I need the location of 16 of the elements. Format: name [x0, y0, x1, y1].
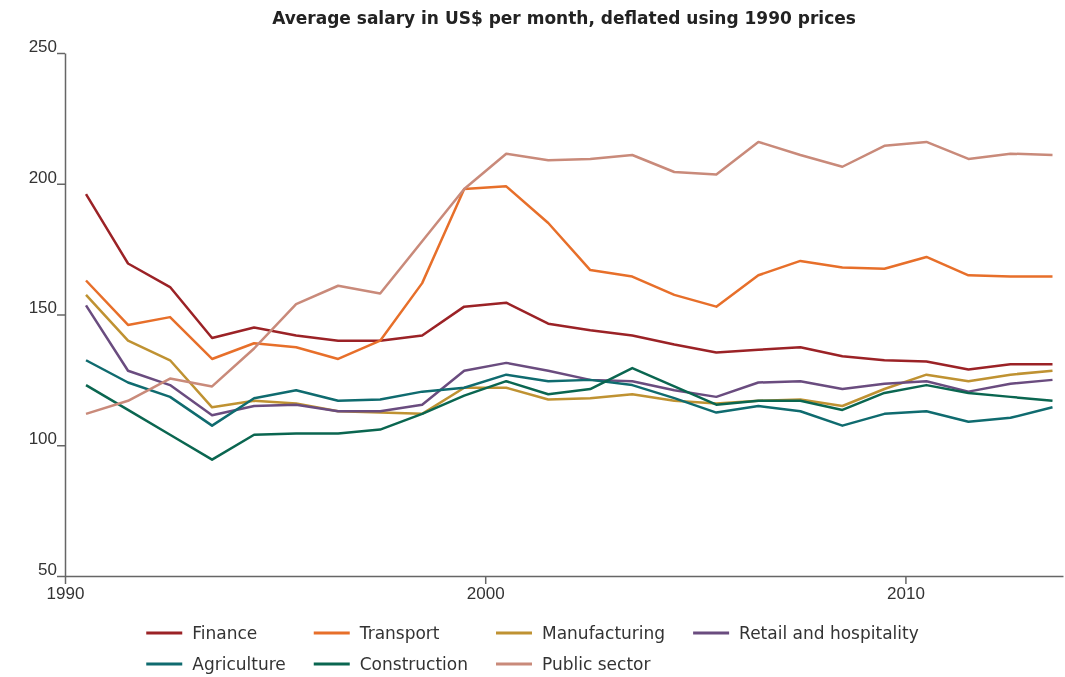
y-tick-label: 50 [38, 559, 57, 579]
y-tick-label: 100 [28, 429, 57, 449]
x-tick-label: 2010 [887, 584, 925, 604]
legend-label: Construction [359, 654, 468, 674]
legend-label: Agriculture [192, 654, 286, 674]
legend-label: Finance [192, 623, 258, 643]
legend-label: Manufacturing [542, 623, 666, 643]
y-tick-label: 250 [28, 36, 57, 56]
x-tick-label: 1990 [46, 584, 85, 604]
x-tick-label: 2000 [466, 584, 505, 604]
chart-title: Average salary in US$ per month, deflated using 1990 prices [272, 8, 856, 28]
legend-label: Retail and hospitality [739, 623, 919, 643]
y-tick-label: 150 [28, 298, 57, 318]
legend-label: Transport [358, 623, 440, 643]
y-tick-label: 200 [28, 167, 57, 187]
legend-label: Public sector [542, 654, 651, 674]
